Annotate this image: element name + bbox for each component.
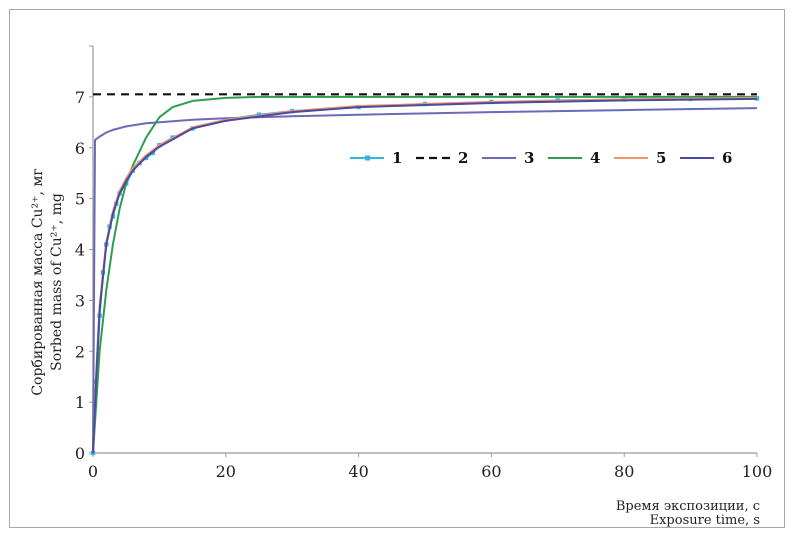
legend-marker-1 bbox=[365, 155, 370, 161]
series-4-line bbox=[92, 95, 757, 454]
chart-frame bbox=[9, 9, 785, 528]
y-tick-label: 0 bbox=[75, 444, 85, 463]
y-tick-label: 6 bbox=[75, 139, 85, 158]
legend: 1 2 3 4 5 6 bbox=[350, 149, 732, 167]
axes bbox=[89, 45, 758, 457]
y-tick-label: 4 bbox=[75, 241, 85, 260]
series-lines bbox=[90, 93, 760, 456]
y-axis-label-ru: Сорбированная масса Cu²⁺, мг bbox=[30, 168, 46, 395]
y-tick-label: 5 bbox=[75, 190, 85, 209]
legend-label-2: 2 bbox=[458, 149, 468, 167]
legend-label-3: 3 bbox=[524, 149, 534, 167]
x-tick-label: 20 bbox=[216, 462, 236, 481]
x-tick-label: 40 bbox=[348, 462, 368, 481]
x-tick-label: 0 bbox=[88, 462, 98, 481]
x-tick-label: 60 bbox=[481, 462, 501, 481]
y-tick-label: 1 bbox=[75, 393, 85, 412]
x-tick-labels: 0 20 40 60 80 100 bbox=[88, 462, 772, 481]
y-tick-label: 7 bbox=[75, 88, 85, 107]
x-tick-label: 80 bbox=[614, 462, 634, 481]
y-axis-label-en: Sorbed mass of Cu²⁺, mg bbox=[49, 193, 65, 371]
legend-label-1: 1 bbox=[392, 149, 402, 167]
series-6-line bbox=[92, 97, 758, 454]
x-tick-label: 100 bbox=[742, 462, 773, 481]
y-tick-label: 2 bbox=[75, 342, 85, 361]
x-axis-label-ru: Время экспозиции, с bbox=[616, 499, 760, 514]
x-axis-label-en: Exposure time, s bbox=[650, 513, 760, 528]
legend-label-4: 4 bbox=[590, 149, 600, 167]
y-tick-label: 3 bbox=[75, 291, 85, 310]
y-tick-labels: 0 1 2 3 4 5 6 7 bbox=[75, 88, 85, 463]
legend-label-5: 5 bbox=[656, 149, 666, 167]
legend-label-6: 6 bbox=[722, 149, 732, 167]
series-3-line bbox=[92, 107, 758, 454]
